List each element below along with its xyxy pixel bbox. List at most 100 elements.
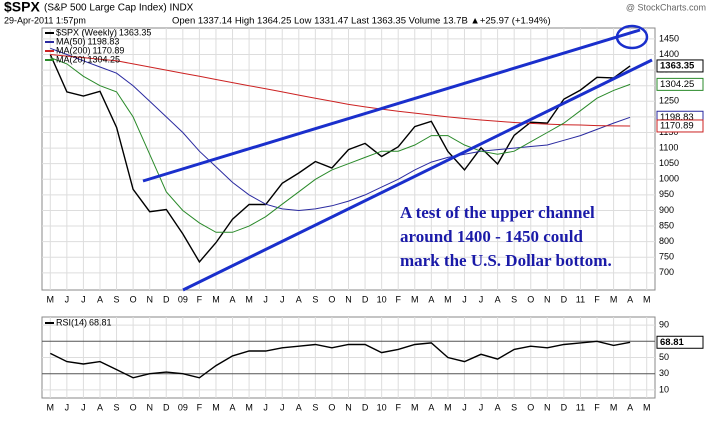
x-tick-label: M bbox=[47, 294, 55, 304]
series-line bbox=[50, 57, 631, 233]
y-tick-label: 700 bbox=[659, 267, 674, 277]
x-tick-label: J bbox=[263, 402, 268, 412]
x-tick-label: N bbox=[146, 294, 153, 304]
x-tick-label: D bbox=[561, 402, 568, 412]
x-tick-label: A bbox=[97, 294, 103, 304]
value-tag-label: 68.81 bbox=[660, 337, 684, 348]
x-tick-label: A bbox=[428, 294, 434, 304]
series-line bbox=[50, 54, 631, 127]
x-tick-label: M bbox=[245, 294, 253, 304]
legend-value: 1170.89 bbox=[93, 45, 125, 55]
x-tick-label: M bbox=[444, 402, 452, 412]
upper-channel bbox=[142, 28, 641, 183]
x-tick-label: F bbox=[594, 294, 600, 304]
legend-value: 1363.35 bbox=[119, 27, 152, 37]
x-tick-label: M bbox=[411, 402, 419, 412]
y-tick-label: 30 bbox=[659, 368, 669, 378]
x-tick-label: D bbox=[561, 294, 568, 304]
x-tick-label: M bbox=[245, 402, 253, 412]
x-tick-label: M bbox=[411, 294, 419, 304]
x-tick-label: N bbox=[544, 294, 551, 304]
x-tick-label: S bbox=[114, 294, 120, 304]
y-tick-label: 1400 bbox=[659, 49, 679, 59]
x-tick-label: O bbox=[130, 294, 137, 304]
x-tick-label: A bbox=[627, 294, 633, 304]
value-tag bbox=[656, 119, 704, 133]
x-tick-label: A bbox=[627, 402, 633, 412]
x-tick-label: A bbox=[230, 402, 236, 412]
x-tick-label: M bbox=[610, 402, 618, 412]
x-tick-label: M bbox=[212, 402, 220, 412]
series-line bbox=[49, 340, 631, 379]
x-tick-label: A bbox=[296, 294, 302, 304]
series-line bbox=[49, 54, 631, 264]
x-tick-label: 09 bbox=[178, 294, 188, 304]
value-tag bbox=[656, 335, 704, 349]
y-tick-label: 750 bbox=[659, 252, 674, 262]
y-tick-label: 1050 bbox=[659, 158, 679, 168]
x-tick-label: N bbox=[146, 402, 153, 412]
legend-value: 1198.83 bbox=[88, 36, 120, 46]
y-tick-label: 90 bbox=[659, 319, 669, 329]
x-tick-label: J bbox=[81, 402, 86, 412]
value-tag bbox=[656, 77, 704, 91]
lower-channel bbox=[182, 58, 653, 292]
x-tick-label: D bbox=[163, 402, 170, 412]
annotation: around 1400 - 1450 could bbox=[400, 227, 583, 246]
x-tick-label: N bbox=[544, 402, 551, 412]
x-tick-label: J bbox=[280, 294, 285, 304]
legend-name: $SPX (Weekly) bbox=[56, 27, 117, 37]
x-tick-label: J bbox=[479, 402, 484, 412]
x-tick-label: M bbox=[643, 294, 651, 304]
x-tick-label: 10 bbox=[377, 402, 387, 412]
y-tick-label: 850 bbox=[659, 220, 674, 230]
x-tick-label: A bbox=[428, 402, 434, 412]
y-tick-label: 800 bbox=[659, 236, 674, 246]
x-tick-label: M bbox=[610, 294, 618, 304]
x-tick-label: N bbox=[345, 402, 352, 412]
x-tick-label: J bbox=[462, 294, 467, 304]
highlight-circle bbox=[615, 24, 649, 50]
x-tick-label: 11 bbox=[576, 294, 585, 304]
y-tick-label: 900 bbox=[659, 205, 674, 215]
x-tick-label: F bbox=[197, 402, 203, 412]
x-tick-label: O bbox=[527, 402, 534, 412]
x-tick-label: S bbox=[312, 294, 318, 304]
x-tick-label: S bbox=[511, 402, 517, 412]
x-tick-label: D bbox=[362, 294, 369, 304]
y-tick-label: 1450 bbox=[659, 33, 679, 43]
y-tick-label: 1250 bbox=[659, 96, 679, 106]
y-tick-label: 1100 bbox=[659, 142, 678, 152]
legend-name: MA(200) bbox=[56, 45, 91, 55]
x-tick-label: 10 bbox=[377, 294, 387, 304]
x-tick-label: A bbox=[97, 402, 103, 412]
x-tick-label: J bbox=[65, 294, 70, 304]
x-tick-label: O bbox=[130, 402, 137, 412]
annotation: mark the U.S. Dollar bottom. bbox=[400, 251, 612, 270]
date: 29-Apr-2011 1:57pm bbox=[4, 15, 86, 25]
value-tag-label: 1198.83 bbox=[660, 112, 694, 123]
x-tick-label: J bbox=[280, 402, 285, 412]
quote: Open 1337.14 High 1364.25 Low 1331.47 La… bbox=[172, 16, 551, 27]
x-tick-label: N bbox=[345, 294, 352, 304]
x-tick-label: A bbox=[495, 402, 501, 412]
x-tick-label: F bbox=[395, 402, 401, 412]
x-tick-label: D bbox=[163, 294, 170, 304]
x-tick-label: S bbox=[511, 294, 517, 304]
x-tick-label: J bbox=[263, 294, 268, 304]
x-tick-label: M bbox=[643, 402, 651, 412]
x-tick-label: O bbox=[527, 294, 534, 304]
x-tick-label: M bbox=[444, 294, 452, 304]
y-tick-label: 950 bbox=[659, 189, 674, 199]
legend-name: MA(50) bbox=[56, 36, 86, 46]
legend-value: 1304.25 bbox=[88, 54, 121, 64]
x-tick-label: 09 bbox=[178, 402, 188, 412]
x-tick-label: O bbox=[328, 294, 335, 304]
credit: @ StockCharts.com bbox=[626, 2, 706, 12]
x-tick-label: F bbox=[395, 294, 401, 304]
value-tag-label: 1363.35 bbox=[660, 60, 695, 71]
x-tick-label: J bbox=[65, 402, 70, 412]
value-tag bbox=[656, 59, 704, 73]
legend-name: RSI(14) bbox=[56, 317, 87, 327]
y-tick-label: 50 bbox=[659, 352, 669, 362]
